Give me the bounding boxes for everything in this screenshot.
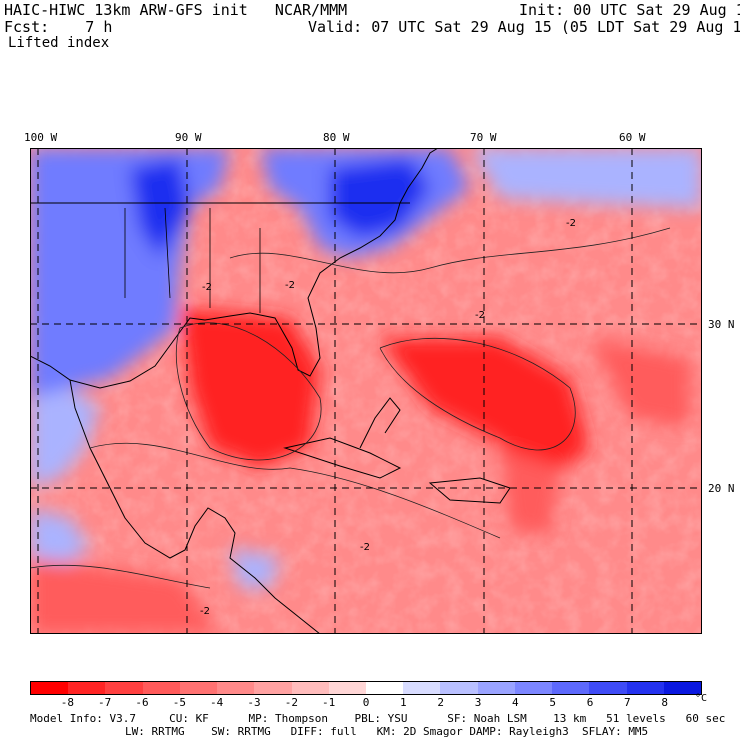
colorbar-unit: °C <box>695 693 708 704</box>
contour-label: -2 <box>285 280 295 291</box>
colorbar-swatch <box>105 682 143 694</box>
lon-label-60w: 60 W <box>619 131 646 144</box>
colorbar <box>30 681 702 695</box>
colorbar-swatch <box>589 682 627 694</box>
colorbar-swatch <box>254 682 292 694</box>
unstable-core-gulf <box>180 308 320 468</box>
state-borders <box>124 207 261 313</box>
contour-lines <box>30 227 671 589</box>
map-canvas: -2 -2 -2 -2 -2 -2 <box>30 148 702 634</box>
colorbar-tick-label: -3 <box>247 696 261 709</box>
contour-label: -2 <box>475 310 485 321</box>
colorbar-swatch <box>440 682 478 694</box>
hispaniola-outline <box>428 477 511 504</box>
contour-label: -2 <box>360 542 370 553</box>
unstable-core-atlantic <box>380 338 590 478</box>
contour-label: -2 <box>566 218 576 229</box>
colorbar-swatch <box>663 682 701 694</box>
colorbar-tick-label: 8 <box>661 696 668 709</box>
colorbar-tick-label: 2 <box>437 696 444 709</box>
colorbar-swatch <box>552 682 590 694</box>
us-coastline <box>30 148 439 389</box>
colorbar-tick-label: 6 <box>586 696 594 709</box>
colorbar-tick-label: 4 <box>512 696 519 709</box>
colorbar-tick-label: 3 <box>474 696 482 709</box>
colorbar-swatch <box>514 682 553 694</box>
colorbar-tick-label: 1 <box>400 696 407 709</box>
colorbar-tick-label: -5 <box>172 696 186 709</box>
contour-label: -2 <box>200 606 210 617</box>
colorbar-swatch <box>31 682 69 694</box>
lat-label-20n: 20 N <box>708 482 735 495</box>
cuba-outline <box>283 437 402 479</box>
very-stable-region-plains <box>130 158 190 258</box>
stable-region-central-america <box>230 548 280 588</box>
colorbar-tick-label: 5 <box>549 696 556 709</box>
map-frame <box>30 148 702 634</box>
lon-label-100w: 100 W <box>24 131 58 144</box>
lifted-index-map: -2 -2 -2 -2 -2 -2 <box>30 148 702 634</box>
colorbar-swatch <box>477 682 515 694</box>
unstable-region-east <box>590 338 690 428</box>
model-title: HAIC-HIWC 13km ARW-GFS init NCAR/MMM <box>4 1 348 19</box>
contour-label: -2 <box>202 282 212 293</box>
lat-label-30n: 30 N <box>708 318 735 331</box>
colorbar-swatch <box>403 682 441 694</box>
lon-label-70w: 70 W <box>470 131 497 144</box>
colorbar-tick-label: -6 <box>135 696 149 709</box>
colorbar-swatch <box>328 682 366 694</box>
mexico-coastline <box>69 379 321 634</box>
colorbar-swatch <box>179 682 218 694</box>
colorbar-swatch <box>365 682 404 694</box>
colorbar-swatch <box>626 682 664 694</box>
colorbar-swatch <box>142 682 180 694</box>
colorbar-tick-label: 7 <box>624 696 631 709</box>
colorbar-tick-label: -4 <box>210 696 224 709</box>
unstable-region-pacific <box>30 558 220 634</box>
very-stable-region-mid-atlantic <box>330 158 430 238</box>
model-info-line2: LW: RRTMG SW: RRTMG DIFF: full KM: 2D Sm… <box>125 725 649 738</box>
lon-label-90w: 90 W <box>175 131 202 144</box>
stable-region-mexico <box>30 508 90 568</box>
field-name: Lifted index <box>8 35 110 51</box>
colorbar-tick-label: -8 <box>60 696 74 709</box>
colorbar-swatch <box>68 682 106 694</box>
forecast-hour: Fcst: 7 h <box>4 18 113 36</box>
stable-region-texas <box>30 388 100 488</box>
stable-region-northeast <box>470 148 702 208</box>
unstable-band-caribbean <box>500 448 560 538</box>
init-time: Init: 00 UTC Sat 29 Aug 15 <box>519 1 740 19</box>
colorbar-tick-label: -2 <box>284 696 298 709</box>
lat-lon-grid <box>30 148 702 634</box>
model-info-line1: Model Info: V3.7 CU: KF MP: Thompson PBL… <box>30 712 726 725</box>
lon-label-80w: 80 W <box>323 131 350 144</box>
colorbar-tick-label: -7 <box>98 696 112 709</box>
colorbar-tick-label: -1 <box>322 696 336 709</box>
colorbar-swatch <box>291 682 329 694</box>
colorbar-tick-label: 0 <box>362 696 370 709</box>
colorbar-swatch <box>217 682 255 694</box>
valid-time: Valid: 07 UTC Sat 29 Aug 15 (05 LDT Sat … <box>308 18 740 36</box>
coastlines <box>30 148 511 634</box>
bahamas <box>359 397 401 449</box>
